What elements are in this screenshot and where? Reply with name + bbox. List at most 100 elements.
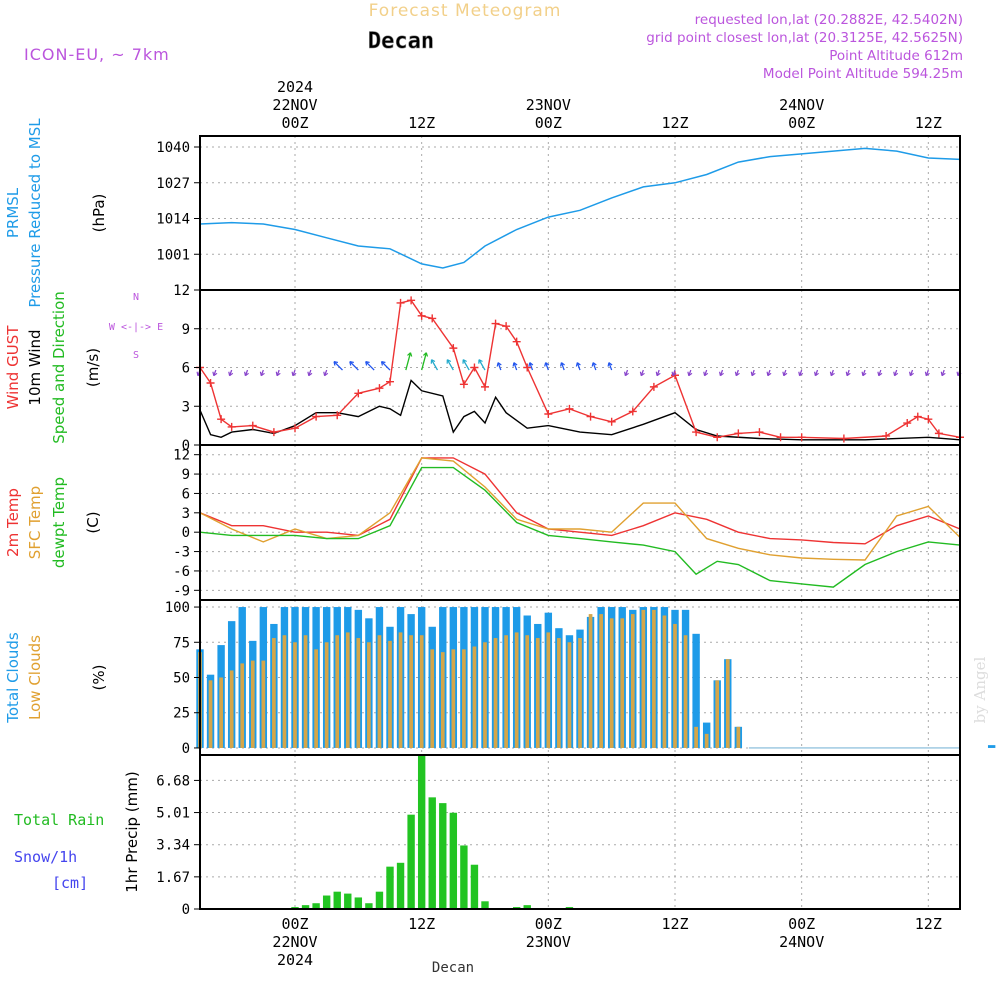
wind-gust-marker <box>586 412 595 421</box>
compass-north: N <box>133 292 139 303</box>
wind-gust-marker <box>217 415 226 424</box>
low-cloud-bar <box>493 638 498 748</box>
y-tick-label: 100 <box>165 600 190 616</box>
bottom-time-label: 00Z <box>281 915 308 933</box>
total-cloud-bar <box>692 633 700 748</box>
low-cloud-bar <box>229 670 234 748</box>
wind-direction-arrowhead <box>750 371 756 377</box>
wind-gust-marker <box>269 428 278 437</box>
y-tick-label: 6 <box>182 361 190 377</box>
wind-direction-arrowhead <box>528 362 534 367</box>
rain-bar <box>396 862 405 909</box>
panel-frame <box>199 754 961 910</box>
y-tick-label: 3.34 <box>156 838 190 854</box>
wind-gust-marker <box>333 411 342 420</box>
panel-axis-label: 2m Temp <box>4 488 22 557</box>
wind-gust-marker <box>934 429 943 438</box>
precip-legend-label: Total Rain <box>14 811 104 829</box>
panel-frame <box>199 135 961 291</box>
wind-gust-marker <box>459 380 468 389</box>
rain-bar <box>375 891 384 909</box>
wind-direction-arrow <box>513 362 518 371</box>
top-time-label: 22NOV <box>272 96 317 114</box>
wind-direction-arrowhead <box>228 371 234 377</box>
low-cloud-bar <box>388 640 392 748</box>
y-tick-label: 0 <box>182 902 190 918</box>
wind-direction-arrowhead <box>687 371 693 377</box>
wind-gust-marker <box>470 363 479 372</box>
wind-direction-arrow <box>446 359 454 371</box>
wind-gust-marker <box>903 419 912 428</box>
low-cloud-bar <box>282 635 287 748</box>
wind-direction-arrowhead <box>639 371 645 377</box>
wind-direction-arrowhead <box>212 371 218 377</box>
wind-direction-arrowhead <box>560 362 565 367</box>
low-cloud-bar <box>356 638 361 748</box>
wind-gust-marker <box>227 422 236 431</box>
panel-axis-label: (C) <box>84 511 102 533</box>
panel-axis-label: SFC Temp <box>26 486 44 559</box>
low-cloud-bar <box>504 635 508 748</box>
low-cloud-bar <box>451 649 456 748</box>
rain-bar <box>439 803 447 909</box>
marks-layer <box>196 147 996 910</box>
wind-direction-arrowhead <box>829 371 835 377</box>
low-cloud-bar <box>483 642 487 748</box>
y-tick-label: 1014 <box>156 212 190 228</box>
rain-bar <box>354 897 363 909</box>
y-tick-label: -3 <box>173 545 190 561</box>
top-time-label: 00Z <box>281 114 308 132</box>
top-time-label: 12Z <box>915 114 942 132</box>
rain-bar <box>344 893 352 909</box>
y-tick-label: 5.01 <box>156 806 190 822</box>
y-tick-label: 1.67 <box>156 870 190 886</box>
wind-direction-arrowhead <box>446 359 452 364</box>
wind-direction-arrow <box>497 362 502 371</box>
wind-gust-marker <box>628 407 637 416</box>
low-cloud-bar <box>525 635 530 748</box>
bottom-time-label: 12Z <box>915 915 942 933</box>
top-time-label: 2024 <box>277 78 313 96</box>
top-time-label: 23NOV <box>526 96 571 114</box>
top-time-label: 24NOV <box>779 96 824 114</box>
model-altitude: Model Point Altitude 594.25m <box>763 66 963 82</box>
wind-direction-arrowhead <box>766 371 772 377</box>
wind-direction-arrow <box>478 359 486 371</box>
point-altitude: Point Altitude 612m <box>829 48 963 64</box>
panel-axis-label: dewpt Temp <box>50 477 68 568</box>
wind-gust-marker <box>386 377 394 386</box>
y-tick-label: 3 <box>182 506 190 522</box>
panel-axis-label: PRMSL <box>4 187 22 238</box>
y-tick-label: 0 <box>182 438 190 454</box>
wind-direction-arrowhead <box>861 371 867 377</box>
low-cloud-bar <box>715 680 720 748</box>
wind-gust-marker <box>491 319 500 328</box>
y-tick-label: 9 <box>182 467 190 483</box>
wind-direction-arrowhead <box>655 371 661 377</box>
rain-bar <box>322 895 331 909</box>
low-cloud-bar <box>208 680 213 748</box>
y-tick-label: 12 <box>173 283 190 299</box>
wind-gust-marker <box>312 412 321 421</box>
wind-direction-arrowhead <box>349 361 354 366</box>
panel-axis-label: (m/s) <box>84 348 102 387</box>
wind-direction-arrowhead <box>544 362 550 367</box>
wind-direction-arrowhead <box>940 371 946 377</box>
wind-gust-marker <box>354 389 363 398</box>
low-cloud-bar <box>250 660 255 748</box>
wind-gust-marker <box>417 311 426 320</box>
wind-gust-marker <box>797 433 806 442</box>
wind-gust-marker <box>713 433 722 442</box>
low-cloud-bar <box>419 635 424 748</box>
wind-direction-arrowhead <box>244 371 249 377</box>
watermark: by Angel <box>971 656 989 723</box>
low-cloud-bar <box>261 660 266 748</box>
wind-gust-marker <box>396 298 405 307</box>
y-tick-label: 75 <box>173 635 190 651</box>
low-cloud-bar <box>736 726 741 748</box>
low-cloud-bar <box>588 614 593 748</box>
y-tick-label: 0 <box>182 525 190 541</box>
low-cloud-bar <box>683 635 688 748</box>
low-cloud-bar <box>398 632 403 748</box>
wind-direction-arrow <box>608 362 613 371</box>
